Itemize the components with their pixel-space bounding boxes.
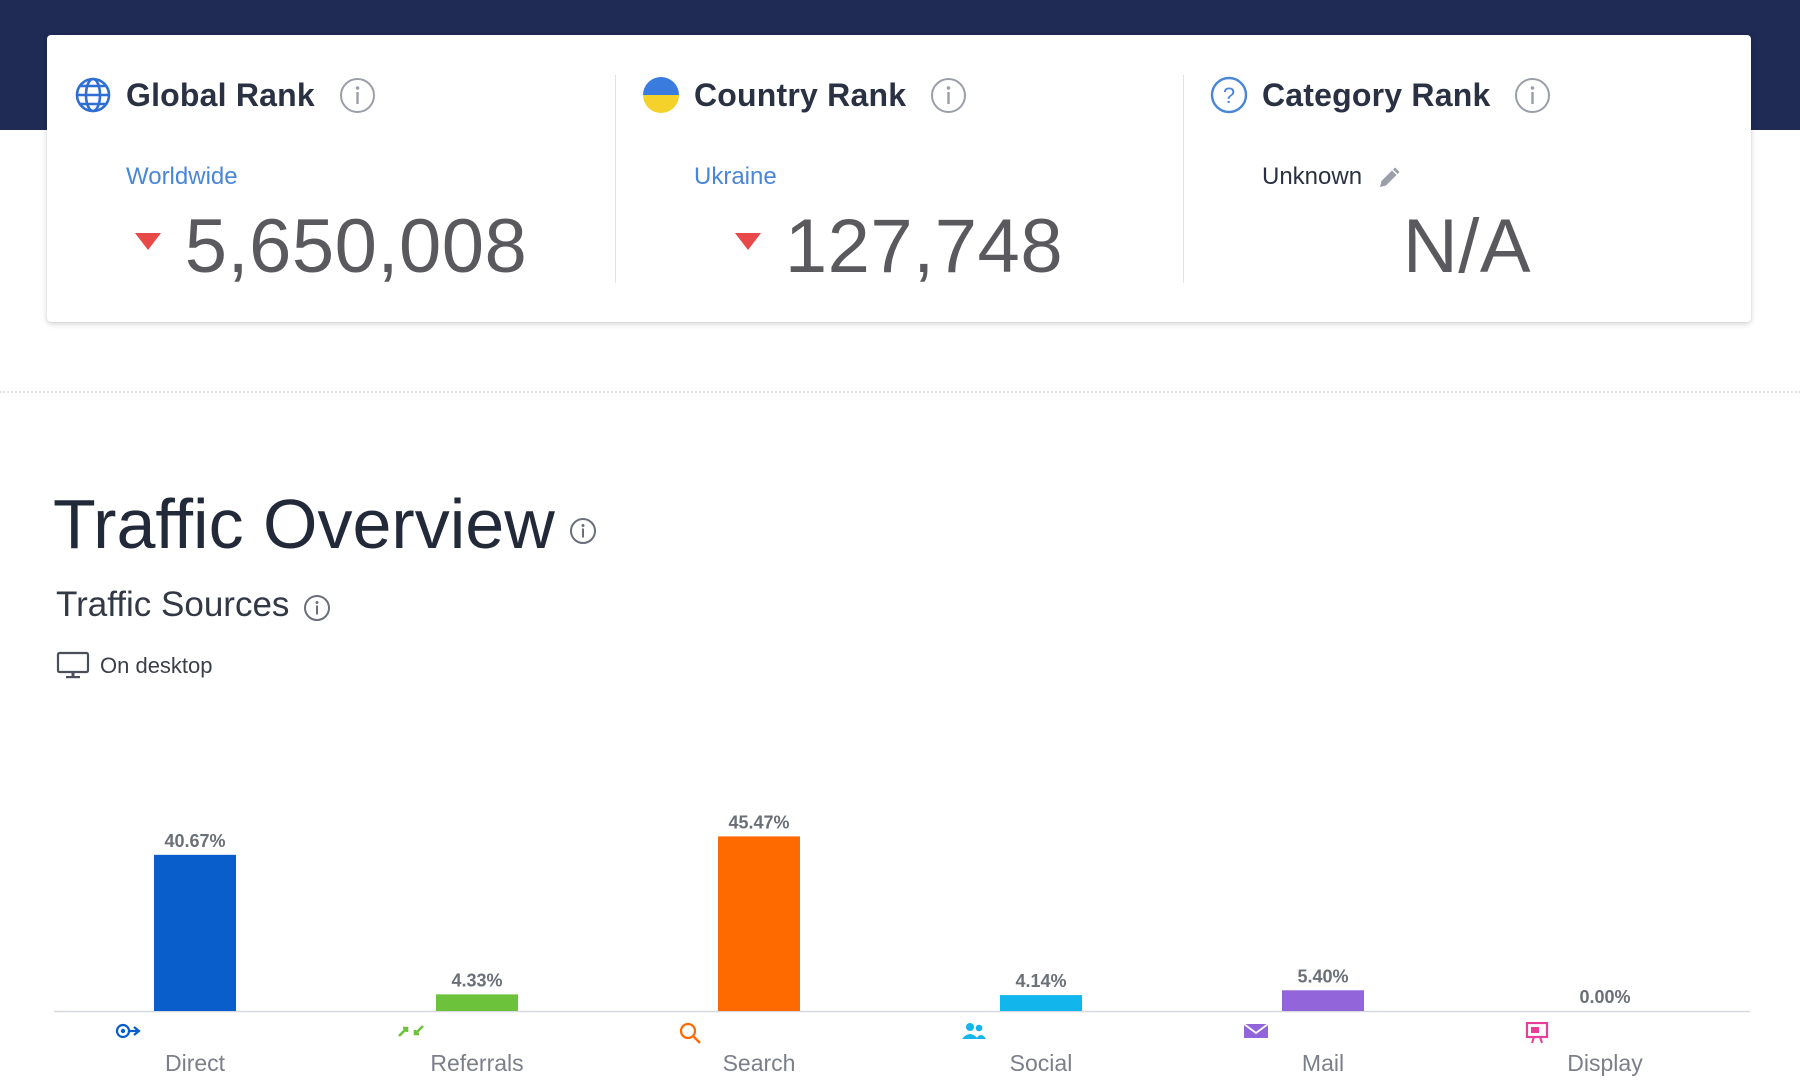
category-rank-value: N/A — [1402, 204, 1532, 289]
search-icon — [679, 1022, 839, 1044]
svg-text:?: ? — [1223, 83, 1235, 108]
bar-referrals[interactable] — [436, 994, 518, 1011]
rank-card: Global Rank Worldwide 5,650,008 Country … — [47, 35, 1751, 322]
global-rank-panel: Global Rank Worldwide 5,650,008 — [47, 35, 615, 322]
traffic-sources-chart: 40.67% 4.33% 45.47% 4.14% 5.40% 0.00% Direct R… — [54, 790, 1750, 1080]
traffic-overview-info-icon[interactable] — [569, 517, 597, 545]
country-rank-panel: Country Rank Ukraine 127,748 — [615, 35, 1183, 322]
category-label: Mail — [1301, 1050, 1345, 1076]
referrals-icon — [397, 1022, 557, 1044]
category-direct: Direct — [115, 1022, 275, 1077]
category-search: Search — [679, 1022, 839, 1077]
category-rank-category: Unknown — [1262, 163, 1363, 190]
trend-down-icon — [134, 233, 161, 250]
traffic-sources-info-icon[interactable] — [303, 594, 331, 622]
category-label: Display — [1567, 1050, 1643, 1076]
country-rank-info-icon[interactable] — [930, 77, 967, 114]
mail-icon — [1243, 1022, 1403, 1044]
traffic-overview-title: Traffic Overview — [53, 485, 555, 563]
section-divider — [0, 391, 1800, 393]
bar-search[interactable] — [718, 836, 800, 1011]
social-icon — [961, 1022, 1121, 1044]
global-rank-info-icon[interactable] — [339, 77, 376, 114]
bar-social[interactable] — [1000, 995, 1082, 1011]
global-rank-title: Global Rank — [126, 76, 315, 113]
global-rank-value: 5,650,008 — [184, 204, 528, 289]
direct-icon — [115, 1022, 275, 1044]
bar-value-label: 5.40% — [1297, 966, 1348, 986]
country-rank-value: 127,748 — [784, 204, 1064, 289]
device-label: On desktop — [100, 653, 213, 678]
category-rank-title: Category Rank — [1262, 76, 1491, 113]
category-referrals: Referrals — [397, 1022, 557, 1077]
bar-value-label: 0.00% — [1579, 987, 1630, 1007]
globe-icon — [74, 76, 112, 114]
ukraine-flag-icon — [642, 76, 680, 114]
desktop-icon — [56, 651, 90, 681]
pencil-icon[interactable] — [1376, 163, 1404, 191]
category-label: Direct — [164, 1050, 226, 1076]
country-rank-title: Country Rank — [694, 76, 907, 113]
traffic-sources-bars: 40.67% 4.33% 45.47% 4.14% 5.40% 0.00% — [54, 812, 1750, 1013]
category-display: Display — [1525, 1022, 1685, 1077]
bar-direct[interactable] — [154, 854, 236, 1011]
category-rank-info-icon[interactable] — [1514, 77, 1551, 114]
global-rank-scope: Worldwide — [126, 163, 238, 190]
category-mail: Mail — [1243, 1022, 1403, 1077]
trend-down-icon — [734, 233, 761, 250]
category-label: Referrals — [430, 1050, 524, 1076]
category-label: Search — [722, 1050, 796, 1076]
bar-value-label: 4.33% — [451, 970, 502, 990]
bar-value-label: 40.67% — [164, 831, 225, 851]
question-icon: ? — [1210, 76, 1248, 114]
traffic-sources-title: Traffic Sources — [56, 585, 290, 624]
bar-value-label: 4.14% — [1015, 971, 1066, 991]
category-rank-panel: ? Category Rank Unknown N/A — [1183, 35, 1751, 322]
category-label: Social — [1009, 1050, 1073, 1076]
bar-value-label: 45.47% — [728, 812, 789, 832]
display-icon — [1525, 1022, 1685, 1044]
category-social: Social — [961, 1022, 1121, 1077]
country-rank-country[interactable]: Ukraine — [694, 163, 777, 190]
bar-mail[interactable] — [1282, 990, 1364, 1011]
